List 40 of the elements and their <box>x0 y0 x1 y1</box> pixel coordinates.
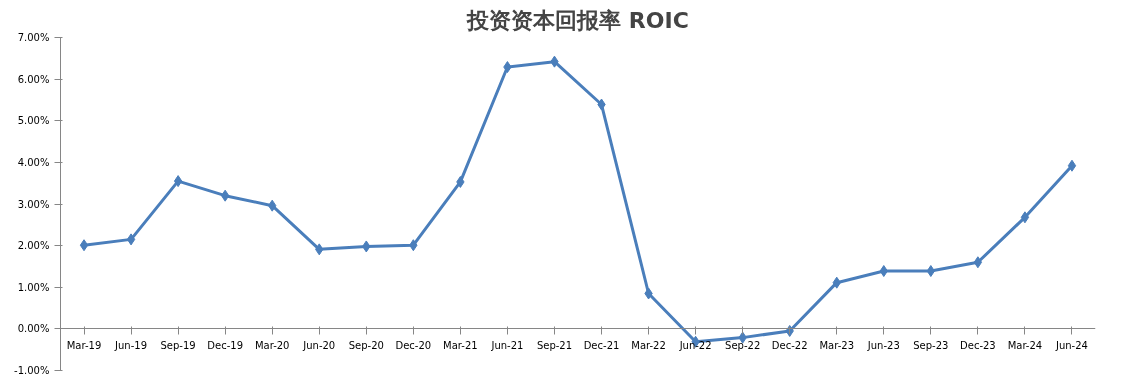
point <box>973 256 983 269</box>
y-tick-label: 2.00% <box>17 240 50 252</box>
y-tick-label: -1.00% <box>14 365 50 376</box>
x-tick-label: Sep-20 <box>348 339 384 351</box>
y-tick-label: 0.00% <box>17 323 50 335</box>
point <box>79 239 89 252</box>
x-tick-label: Mar-19 <box>66 339 102 351</box>
x-tick-label: Mar-20 <box>254 339 290 351</box>
x-tick-label: Dec-20 <box>395 339 432 351</box>
x-tick-label: Sep-22 <box>725 339 761 351</box>
x-tick-label: Sep-19 <box>160 339 196 351</box>
y-tick-label: 7.00% <box>17 32 50 43</box>
x-tick-label: Mar-21 <box>443 339 478 351</box>
point <box>173 175 183 188</box>
point <box>126 233 136 246</box>
x-tick-label: Sep-23 <box>913 339 949 351</box>
y-tick-label: 3.00% <box>17 198 50 210</box>
x-tick-label: Jun-21 <box>490 339 524 351</box>
y-tick-label: 6.00% <box>17 73 50 85</box>
point <box>1067 159 1077 172</box>
point <box>220 189 230 202</box>
x-tick-label: Jun-24 <box>1055 339 1088 351</box>
y-tick-label: 5.00% <box>17 115 50 127</box>
x-tick-label: Dec-21 <box>583 339 620 351</box>
x-tick-label: Mar-24 <box>1007 339 1043 351</box>
x-tick-label: Sep-21 <box>536 339 573 351</box>
x-tick-label: Jun-22 <box>678 339 712 351</box>
x-tick-label: Dec-23 <box>960 339 996 351</box>
y-tick-label: 4.00% <box>17 156 50 168</box>
x-tick-label: Jun-20 <box>302 339 336 351</box>
y-tick-label: 1.00% <box>17 281 50 293</box>
chart-title: 投资资本回报率 ROIC <box>466 7 689 33</box>
x-tick-label: Dec-19 <box>207 339 243 351</box>
x-tick-label: Mar-23 <box>819 339 855 351</box>
point <box>926 265 936 278</box>
x-tick-label: Jun-19 <box>114 339 148 351</box>
point <box>1020 211 1030 224</box>
x-tick-label: Mar-22 <box>631 339 666 351</box>
x-tick-label: Jun-23 <box>866 339 900 351</box>
x-tick-label: Dec-22 <box>771 339 808 351</box>
